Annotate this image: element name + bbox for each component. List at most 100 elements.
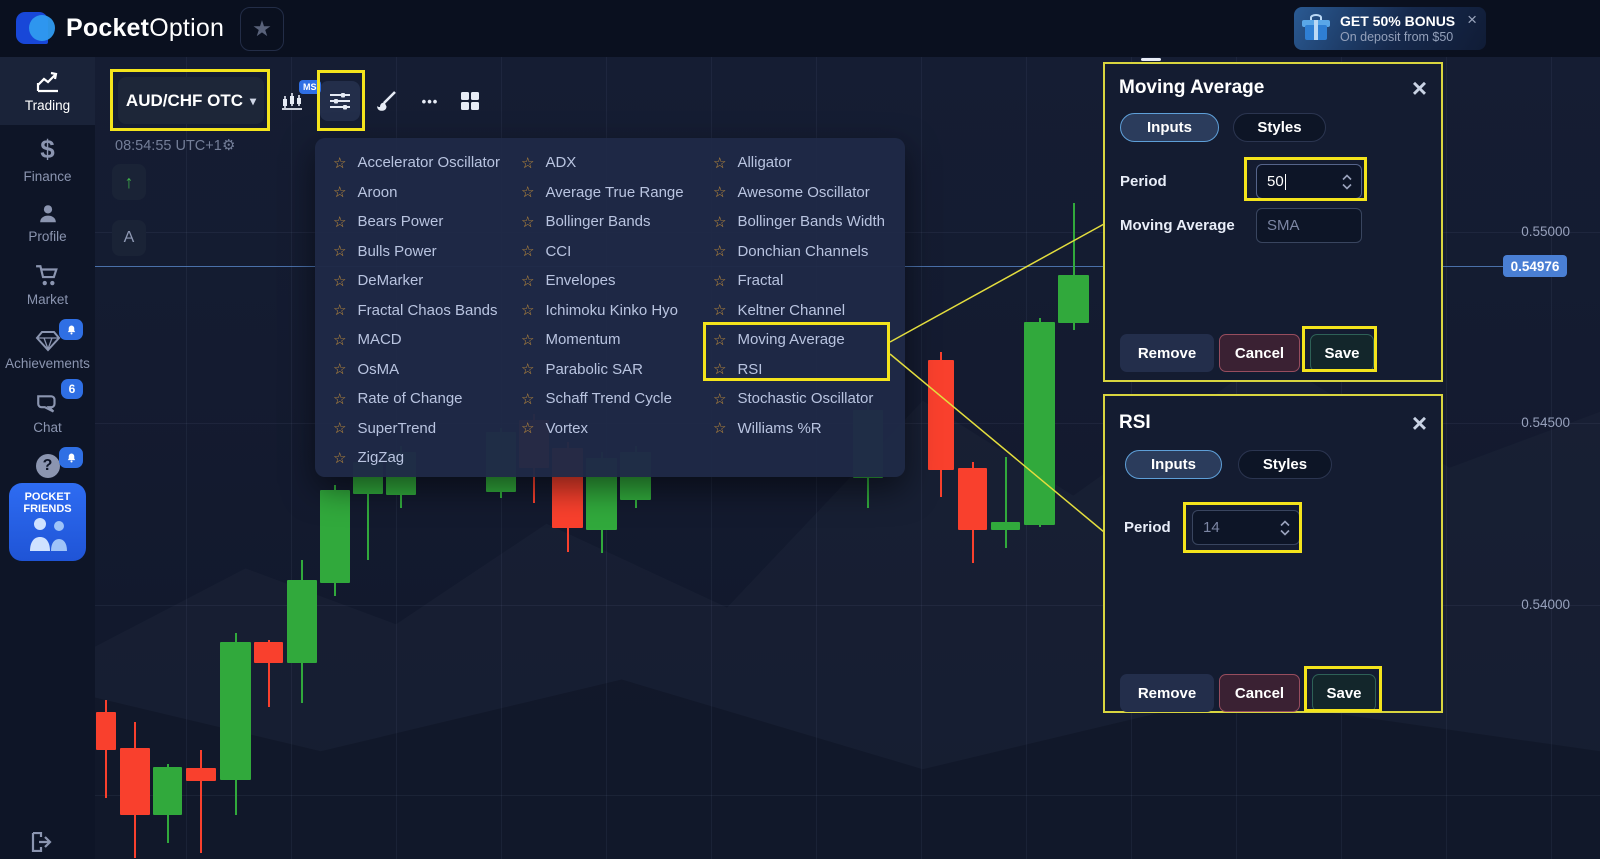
favorite-star-icon[interactable]: ☆ — [333, 302, 347, 320]
indicator-item[interactable]: ☆ DeMarker — [333, 266, 500, 296]
period-input[interactable]: 50 — [1256, 164, 1362, 199]
sidebar-item-achievements[interactable]: Achievements — [0, 317, 95, 383]
indicator-item[interactable]: ☆ MACD — [333, 325, 500, 355]
sidebar-item-trading[interactable]: Trading — [0, 57, 95, 125]
favorite-star-icon[interactable]: ☆ — [713, 272, 727, 290]
favorite-star-icon[interactable]: ☆ — [521, 213, 535, 231]
indicator-item[interactable]: ☆ Aroon — [333, 178, 500, 208]
indicator-item[interactable]: ☆ Schaff Trend Cycle — [521, 384, 684, 414]
indicator-item[interactable]: ☆ ZigZag — [333, 443, 500, 473]
logout-icon[interactable] — [30, 831, 52, 857]
indicator-item[interactable]: ☆ Keltner Channel — [713, 296, 885, 326]
indicator-item[interactable]: ☆ Bulls Power — [333, 237, 500, 267]
favorite-star-icon[interactable]: ☆ — [521, 302, 535, 320]
indicator-item[interactable]: ☆ OsMA — [333, 355, 500, 385]
favorite-star-icon[interactable]: ☆ — [333, 331, 347, 349]
bonus-banner[interactable]: GET 50% BONUS On deposit from $50 × — [1294, 7, 1486, 50]
layout-grid-button[interactable] — [450, 81, 490, 121]
period-stepper[interactable] — [1280, 520, 1290, 535]
gear-icon[interactable]: ⚙ — [222, 137, 236, 154]
close-icon[interactable]: × — [1411, 73, 1427, 103]
tab-styles[interactable]: Styles — [1233, 113, 1326, 142]
favorite-star-icon[interactable]: ☆ — [333, 272, 347, 290]
sidebar-item-market[interactable]: Market — [0, 253, 95, 317]
favorite-star-icon[interactable]: ☆ — [713, 302, 727, 320]
indicator-item[interactable]: ☆ Bears Power — [333, 207, 500, 237]
cancel-button[interactable]: Cancel — [1219, 334, 1300, 372]
favorites-star-button[interactable]: ★ — [240, 6, 285, 51]
indicator-item[interactable]: ☆ Bollinger Bands Width — [713, 207, 885, 237]
favorite-star-icon[interactable]: ☆ — [521, 154, 535, 172]
favorite-star-icon[interactable]: ☆ — [333, 361, 347, 379]
indicator-item[interactable]: ☆ SuperTrend — [333, 414, 500, 444]
indicator-item[interactable]: ☆ Awesome Oscillator — [713, 178, 885, 208]
indicator-item[interactable]: ☆ CCI — [521, 237, 684, 267]
indicator-item[interactable]: ☆ Rate of Change — [333, 384, 500, 414]
indicator-item[interactable]: ☆ ADX — [521, 148, 684, 178]
favorite-star-icon[interactable]: ☆ — [713, 213, 727, 231]
indicator-item[interactable]: ☆ Average True Range — [521, 178, 684, 208]
period-stepper[interactable] — [1342, 174, 1352, 189]
favorite-star-icon[interactable]: ☆ — [521, 361, 535, 379]
remove-button[interactable]: Remove — [1120, 674, 1214, 712]
indicator-item[interactable]: ☆ Ichimoku Kinko Hyo — [521, 296, 684, 326]
period-input[interactable]: 14 — [1192, 510, 1300, 545]
indicator-item[interactable]: ☆ Stochastic Oscillator — [713, 384, 885, 414]
bonus-close-icon[interactable]: × — [1467, 10, 1477, 29]
chart-type-button[interactable] — [272, 81, 312, 121]
favorite-star-icon[interactable]: ☆ — [713, 243, 727, 261]
favorite-star-icon[interactable]: ☆ — [713, 390, 727, 408]
favorite-star-icon[interactable]: ☆ — [521, 184, 535, 202]
favorite-star-icon[interactable]: ☆ — [521, 420, 535, 438]
favorite-star-icon[interactable]: ☆ — [521, 331, 535, 349]
save-button[interactable]: Save — [1310, 334, 1374, 372]
asset-pair-selector[interactable]: AUD/CHF OTC ▾ — [118, 77, 264, 124]
auto-scale-button[interactable]: A — [112, 220, 146, 256]
favorite-star-icon[interactable]: ☆ — [333, 154, 347, 172]
sidebar-item-profile[interactable]: Profile — [0, 193, 95, 253]
indicator-item[interactable]: ☆ Fractal — [713, 266, 885, 296]
indicator-item[interactable]: ☆ RSI — [713, 355, 885, 385]
indicator-item[interactable]: ☆ Alligator — [713, 148, 885, 178]
favorite-star-icon[interactable]: ☆ — [713, 331, 727, 349]
indicators-button[interactable] — [320, 81, 360, 121]
indicator-item[interactable]: ☆ Williams %R — [713, 414, 885, 444]
brand-logo[interactable]: PocketOption — [16, 9, 224, 49]
ma-type-input[interactable]: SMA — [1256, 208, 1362, 243]
cancel-button[interactable]: Cancel — [1219, 674, 1300, 712]
tab-inputs[interactable]: Inputs — [1125, 450, 1222, 479]
favorite-star-icon[interactable]: ☆ — [521, 243, 535, 261]
indicator-item[interactable]: ☆ Donchian Channels — [713, 237, 885, 267]
favorite-star-icon[interactable]: ☆ — [333, 213, 347, 231]
save-button[interactable]: Save — [1312, 674, 1376, 712]
remove-button[interactable]: Remove — [1120, 334, 1214, 372]
indicator-item[interactable]: ☆ Moving Average — [713, 325, 885, 355]
indicator-item[interactable]: ☆ Momentum — [521, 325, 684, 355]
favorite-star-icon[interactable]: ☆ — [713, 184, 727, 202]
favorite-star-icon[interactable]: ☆ — [521, 272, 535, 290]
sidebar-item-finance[interactable]: $ Finance — [0, 125, 95, 193]
favorite-star-icon[interactable]: ☆ — [333, 390, 347, 408]
indicator-item[interactable]: ☆ Bollinger Bands — [521, 207, 684, 237]
favorite-star-icon[interactable]: ☆ — [333, 420, 347, 438]
tab-inputs[interactable]: Inputs — [1120, 113, 1219, 142]
indicator-item[interactable]: ☆ Parabolic SAR — [521, 355, 684, 385]
tab-styles[interactable]: Styles — [1238, 450, 1332, 479]
favorite-star-icon[interactable]: ☆ — [713, 420, 727, 438]
close-icon[interactable]: × — [1411, 408, 1427, 438]
more-tools-button[interactable]: ••• — [410, 81, 450, 121]
indicator-item[interactable]: ☆ Envelopes — [521, 266, 684, 296]
favorite-star-icon[interactable]: ☆ — [521, 390, 535, 408]
favorite-star-icon[interactable]: ☆ — [333, 184, 347, 202]
indicator-item[interactable]: ☆ Accelerator Oscillator — [333, 148, 500, 178]
sidebar-item-chat[interactable]: 6 Chat — [0, 379, 95, 445]
favorite-star-icon[interactable]: ☆ — [333, 243, 347, 261]
indicator-item[interactable]: ☆ Vortex — [521, 414, 684, 444]
indicator-item[interactable]: ☆ Fractal Chaos Bands — [333, 296, 500, 326]
favorite-star-icon[interactable]: ☆ — [713, 154, 727, 172]
scale-up-button[interactable]: ↑ — [112, 164, 146, 200]
drawing-tools-button[interactable] — [366, 81, 406, 121]
favorite-star-icon[interactable]: ☆ — [713, 361, 727, 379]
favorite-star-icon[interactable]: ☆ — [333, 449, 347, 467]
pocket-friends-banner[interactable]: POCKET FRIENDS — [9, 483, 86, 561]
